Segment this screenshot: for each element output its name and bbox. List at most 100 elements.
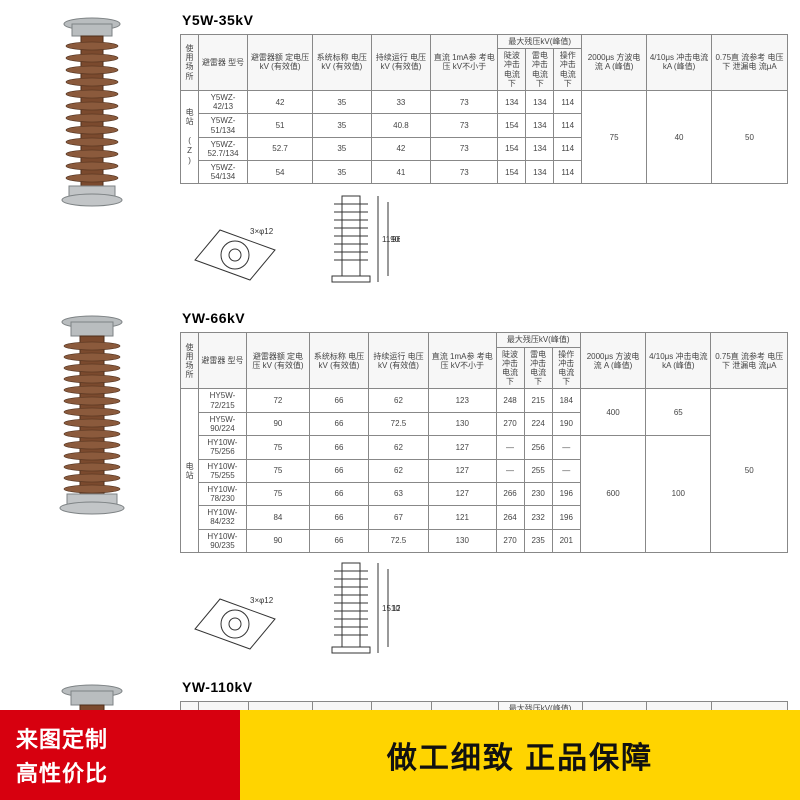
section-66kv-data: YW-66kV 使用 场所 避雷器 型号 避雷器额 定电压 kV (有效值) 系… <box>172 308 788 659</box>
cell: 114 <box>554 90 582 113</box>
cell: 62 <box>368 436 428 459</box>
cell: 121 <box>429 506 496 529</box>
cell: 67 <box>368 506 428 529</box>
cell: 75 <box>246 459 309 482</box>
cell: 154 <box>498 161 526 184</box>
section-yw-110kv: YW-110kV 使用 场所 避雷器 型号 避雷器额 定电压 kV (有效值) … <box>12 677 788 710</box>
cell: 230 <box>524 482 552 505</box>
cell: 123 <box>429 389 496 412</box>
col-contop: 持续运行 电压kV (有效值) <box>372 702 432 711</box>
col-rated: 避雷器额 定电压 kV (有效值) <box>248 35 313 91</box>
cell: 255 <box>524 459 552 482</box>
cell: 54 <box>248 161 313 184</box>
cell: 134 <box>526 137 554 160</box>
cell: 130 <box>429 529 496 552</box>
section-y5w-35kv: Y5W-35kV 使用 场所 避雷器 型号 避雷器额 定电压 kV (有效值) … <box>12 10 788 290</box>
base-label: 3×φ12 <box>250 596 274 605</box>
row-group-label-35: 电站 (Z) <box>181 90 199 184</box>
cell: 134 <box>526 161 554 184</box>
promo-left-line1: 来图定制 <box>16 722 240 754</box>
col-model: 避雷器 型号 <box>199 333 247 389</box>
col-maxres-group: 最大残压kV(峰值) <box>496 333 580 347</box>
cell: 35 <box>313 137 372 160</box>
col-leak: 0.75直 流参考 电压下 泄漏电 流μA <box>712 702 788 711</box>
cell: 232 <box>524 506 552 529</box>
col-dcref: 直流 1mA参 考电压 kV不小于 <box>429 333 496 389</box>
section-110kv-data: YW-110kV 使用 场所 避雷器 型号 避雷器额 定电压 kV (有效值) … <box>172 677 788 710</box>
promo-left-line2: 高性价比 <box>16 756 240 788</box>
cell: — <box>552 459 580 482</box>
section-yw-66kv: YW-66kV 使用 场所 避雷器 型号 避雷器额 定电压 kV (有效值) 系… <box>12 308 788 659</box>
spec-table-35kv-head: 使用 场所 避雷器 型号 避雷器额 定电压 kV (有效值) 系统标称 电压 k… <box>181 35 788 91</box>
cell: 184 <box>552 389 580 412</box>
cell: 72.5 <box>368 412 428 435</box>
arrester-110kv-illustration <box>45 681 140 710</box>
cell: HY10W-84/232 <box>199 506 247 529</box>
spec-table-66kv: 使用 场所 避雷器 型号 避雷器额 定电压 kV (有效值) 系统标称 电压 k… <box>180 332 788 553</box>
cell-merged: 100 <box>646 436 711 553</box>
cell: 73 <box>431 114 498 137</box>
cell: HY5W-90/224 <box>199 412 247 435</box>
spec-table-35kv: 使用 场所 避雷器 型号 避雷器额 定电压 kV (有效值) 系统标称 电压 k… <box>180 34 788 184</box>
col-lightning: 雷电冲击电流下 <box>526 49 554 91</box>
cell: 51 <box>248 114 313 137</box>
cell: 66 <box>310 482 369 505</box>
cell-merged: 75 <box>582 90 647 184</box>
base-label: 3×φ12 <box>250 227 274 236</box>
table-row: 电站 HY5W-72/215726662123248215184 400 65 … <box>181 389 788 412</box>
cell: HY10W-75/255 <box>199 459 247 482</box>
section-title-110kv: YW-110kV <box>182 679 788 695</box>
cell: 130 <box>429 412 496 435</box>
col-maxres-group: 最大残压kV(峰值) <box>498 702 582 711</box>
arrester-35kv-illustration <box>47 14 137 224</box>
product-image-110kv <box>12 677 172 710</box>
cell: 66 <box>310 529 369 552</box>
section-35kv-data: Y5W-35kV 使用 场所 避雷器 型号 避雷器额 定电压 kV (有效值) … <box>172 10 788 290</box>
base-plate-drawing-66: 3×φ12 <box>180 589 290 659</box>
cell: 66 <box>310 436 369 459</box>
cell: 127 <box>429 482 496 505</box>
spec-table-110kv: 使用 场所 避雷器 型号 避雷器额 定电压 kV (有效值) 系统标称 电压 k… <box>180 701 788 710</box>
promo-banner-left: 来图定制 高性价比 <box>0 710 240 800</box>
row-group-label-66: 电站 <box>181 389 199 553</box>
cell: HY5W-72/215 <box>199 389 247 412</box>
spec-table-35kv-body: 电站 (Z) Y5WZ-42/13 42 35 33 73 134 134 11… <box>181 90 788 184</box>
col-sysnom: 系统标称 电压 kV (有效值) <box>310 333 369 389</box>
col-steep: 陡波冲击电流下 <box>496 347 524 389</box>
cell: 235 <box>524 529 552 552</box>
cell: Y5WZ-42/13 <box>199 90 248 113</box>
inner-height-label: 1290 <box>392 604 400 613</box>
cell: 52.7 <box>248 137 313 160</box>
cell: 134 <box>498 90 526 113</box>
cell: 72.5 <box>368 529 428 552</box>
cell: — <box>496 459 524 482</box>
tech-drawing-35kv: 3×φ12 1190 <box>180 190 788 290</box>
cell-merged: 50 <box>711 389 788 553</box>
col-410us: 4/10μs 冲击电流 kA (峰值) <box>647 35 712 91</box>
cell: 196 <box>552 482 580 505</box>
cell: 75 <box>246 482 309 505</box>
arrester-66kv-illustration <box>45 312 140 527</box>
cell: 127 <box>429 459 496 482</box>
elevation-drawing-66: 1510 1290 <box>310 559 400 659</box>
cell: 127 <box>429 436 496 459</box>
col-steep: 陡波冲击电流下 <box>498 49 526 91</box>
cell: 33 <box>371 90 431 113</box>
cell: 90 <box>246 412 309 435</box>
table-row: 电站 (Z) Y5WZ-42/13 42 35 33 73 134 134 11… <box>181 90 788 113</box>
cell: 66 <box>310 459 369 482</box>
cell: 248 <box>496 389 524 412</box>
cell: 84 <box>246 506 309 529</box>
col-use-site: 使用 场所 <box>181 702 199 711</box>
cell: HY10W-90/235 <box>199 529 247 552</box>
cell: 40.8 <box>371 114 431 137</box>
col-410us: 4/10μs 冲击电流 kA (峰值) <box>647 702 712 711</box>
cell: — <box>496 436 524 459</box>
cell: — <box>552 436 580 459</box>
col-use-site: 使用 场所 <box>181 333 199 389</box>
cell: HY10W-75/256 <box>199 436 247 459</box>
cell: 114 <box>554 137 582 160</box>
cell: 114 <box>554 161 582 184</box>
cell: 114 <box>554 114 582 137</box>
product-image-35kv <box>12 10 172 224</box>
